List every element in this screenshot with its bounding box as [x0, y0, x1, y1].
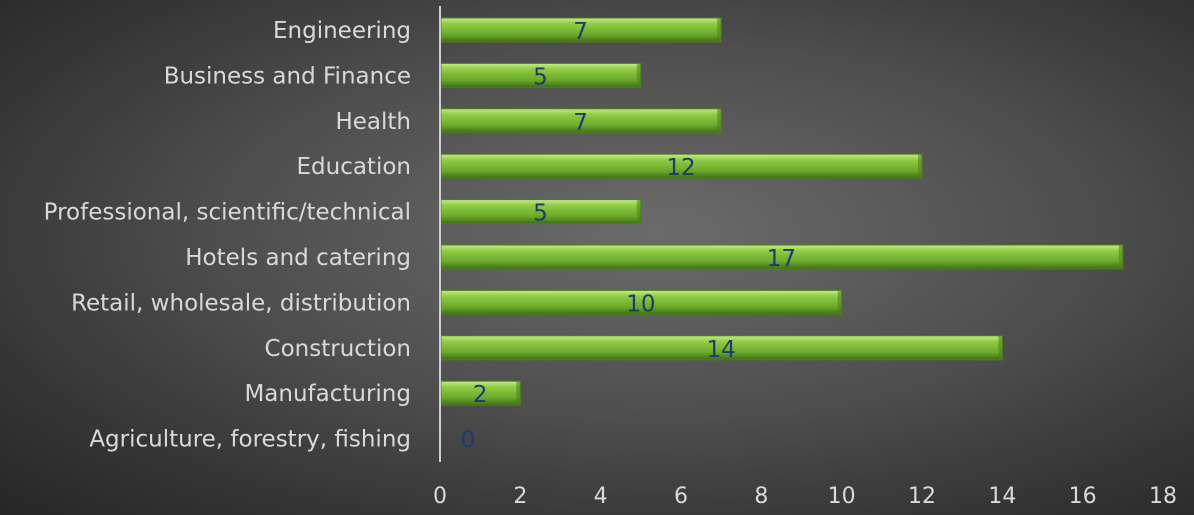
- x-tick-0: 0: [433, 484, 447, 509]
- bar-end-cap-professional-scientific-technical: [636, 199, 641, 224]
- category-label-agriculture-forestry-fishing: Agriculture, forestry, fishing: [89, 427, 411, 453]
- category-label-retail-wholesale-distribution: Retail, wholesale, distribution: [71, 290, 411, 316]
- bar-end-cap-manufacturing: [516, 381, 521, 406]
- category-label-professional-scientific-technical: Professional, scientific/technical: [44, 200, 411, 226]
- bar-end-cap-business-and-finance: [636, 63, 641, 88]
- bar-engineering: [440, 17, 722, 43]
- bar-end-cap-retail-wholesale-distribution: [837, 290, 842, 315]
- category-label-manufacturing: Manufacturing: [244, 381, 411, 407]
- category-label-health: Health: [335, 109, 411, 135]
- x-tick-4: 4: [594, 484, 608, 509]
- x-tick-8: 8: [754, 484, 768, 509]
- category-labels: Engineering Business and Finance Health Edu…: [44, 18, 411, 453]
- bar-end-cap-hotels-and-catering: [1118, 245, 1123, 269]
- data-label-manufacturing: 2: [473, 382, 488, 408]
- data-label-business-and-finance: 5: [533, 64, 548, 90]
- bar-construction: [440, 335, 1003, 361]
- data-label-professional-scientific-technical: 5: [533, 201, 548, 227]
- bar-end-cap-health: [717, 108, 722, 133]
- data-label-retail-wholesale-distribution: 10: [626, 291, 655, 317]
- x-tick-labels: 0 2 4 6 8 10 12 14 16 18: [433, 484, 1177, 509]
- data-label-agriculture-forestry-fishing: 0: [461, 428, 476, 454]
- data-label-hotels-and-catering: 17: [767, 246, 796, 272]
- category-label-construction: Construction: [265, 336, 411, 362]
- x-tick-2: 2: [513, 484, 527, 509]
- data-label-health: 7: [573, 110, 588, 136]
- data-label-construction: 14: [707, 337, 736, 363]
- x-tick-14: 14: [988, 484, 1016, 509]
- x-tick-6: 6: [674, 484, 688, 509]
- category-label-business-and-finance: Business and Finance: [164, 63, 411, 89]
- data-label-engineering: 7: [573, 19, 588, 45]
- x-tick-10: 10: [828, 484, 856, 509]
- bar-end-cap-construction: [998, 335, 1003, 360]
- x-tick-12: 12: [908, 484, 936, 509]
- category-label-education: Education: [296, 154, 411, 180]
- bar-end-cap-engineering: [717, 18, 722, 42]
- bar-hotels-and-catering: [440, 244, 1124, 270]
- bar-retail-wholesale-distribution: [440, 289, 843, 315]
- x-tick-18: 18: [1149, 484, 1177, 509]
- bar-business-and-finance: [440, 62, 642, 88]
- data-label-education: 12: [666, 155, 695, 181]
- category-label-engineering: Engineering: [273, 18, 411, 44]
- bar-end-cap-education: [918, 154, 922, 179]
- category-label-hotels-and-catering: Hotels and catering: [185, 245, 411, 271]
- x-tick-16: 16: [1069, 484, 1097, 509]
